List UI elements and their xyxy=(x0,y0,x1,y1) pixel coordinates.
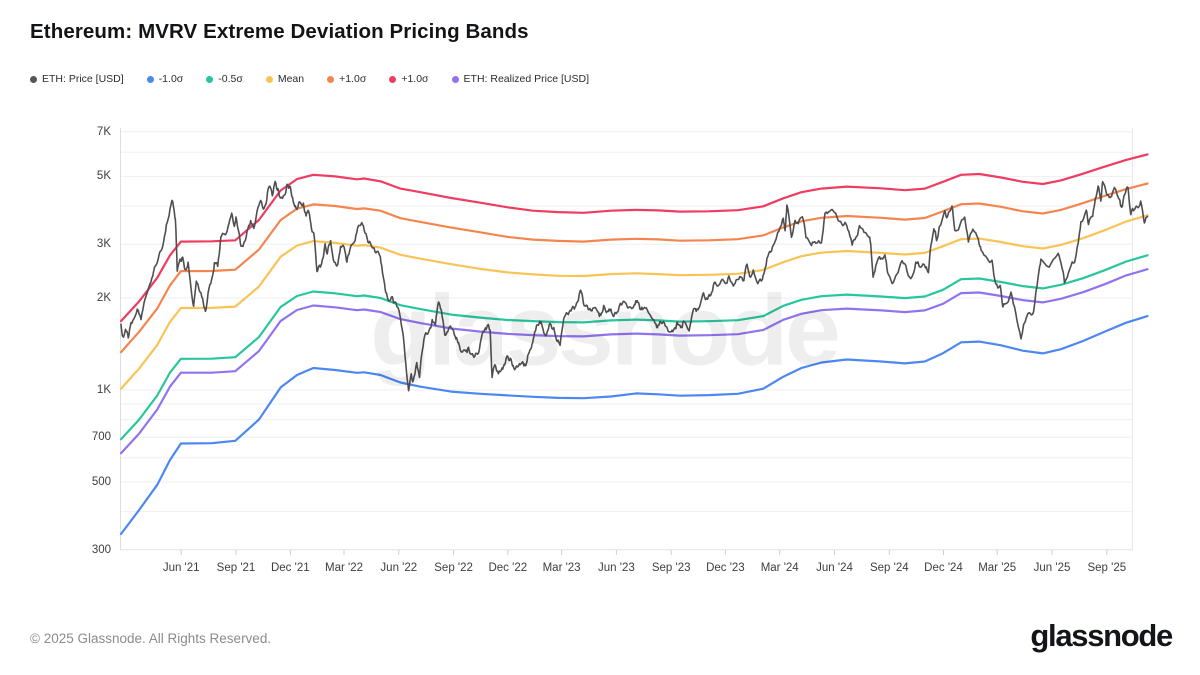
x-axis-label: Jun '21 xyxy=(162,562,200,574)
legend-item-1[interactable]: -1.0σ xyxy=(146,73,184,85)
x-axis-label: Jun '22 xyxy=(380,562,418,574)
x-axis-label: Dec '24 xyxy=(924,562,963,574)
legend-swatch-icon xyxy=(206,75,214,83)
series-line-0 xyxy=(120,180,1149,392)
legend-swatch-icon xyxy=(265,75,273,83)
x-axis-label: Dec '23 xyxy=(706,562,745,574)
x-axis-label: Dec '22 xyxy=(488,562,528,574)
legend-swatch-icon xyxy=(389,75,397,83)
legend-label: Mean xyxy=(277,73,305,85)
x-axis-label: Mar '24 xyxy=(760,562,799,574)
y-axis-label: 2K xyxy=(96,292,111,304)
series-line-5 xyxy=(119,153,1149,323)
y-axis-label: 500 xyxy=(91,476,111,488)
legend-swatch-icon xyxy=(327,75,335,83)
legend-label: -0.5σ xyxy=(218,73,243,85)
legend-item-6[interactable]: ETH: Realized Price [USD] xyxy=(451,73,589,85)
page-title: Ethereum: MVRV Extreme Deviation Pricing… xyxy=(30,20,529,43)
x-axis-label: Sep '21 xyxy=(216,562,256,574)
legend-label: -1.0σ xyxy=(158,73,184,85)
legend-label: +1.0σ xyxy=(401,73,429,85)
x-axis-label: Jun '25 xyxy=(1033,562,1071,574)
x-axis-label: Sep '23 xyxy=(651,562,691,574)
series-line-4 xyxy=(119,182,1149,354)
series-line-6 xyxy=(119,268,1149,455)
legend-item-2[interactable]: -0.5σ xyxy=(206,73,243,85)
x-axis-label: Mar '22 xyxy=(325,562,363,574)
legend-label: ETH: Price [USD] xyxy=(42,73,124,85)
x-axis-label: Jun '23 xyxy=(598,562,635,574)
y-axis-label: 300 xyxy=(91,543,111,556)
legend-swatch-icon xyxy=(451,75,459,83)
y-axis-label: 700 xyxy=(91,431,111,444)
chart-canvas[interactable] xyxy=(0,0,1200,600)
legend-swatch-icon xyxy=(146,75,154,83)
legend-label: ETH: Realized Price [USD] xyxy=(463,73,589,85)
legend-label: +1.0σ xyxy=(339,73,367,85)
series-line-3 xyxy=(119,214,1149,390)
glassnode-logo: glassnode xyxy=(1030,618,1173,653)
y-axis-label: 1K xyxy=(96,384,111,396)
legend-item-0[interactable]: ETH: Price [USD] xyxy=(30,73,124,85)
series-line-1 xyxy=(119,315,1149,536)
chart-plot-area[interactable]: glassnode 7K 5K 3K 2K 1K 700 500 300 Jun '21 Sep … xyxy=(0,0,1200,600)
x-axis-label: Jun '24 xyxy=(816,562,853,574)
legend-swatch-icon xyxy=(30,75,37,83)
y-axis-label: 7K xyxy=(96,125,111,138)
x-axis-label: Mar '25 xyxy=(978,562,1017,574)
x-axis-label: Mar '23 xyxy=(542,562,581,574)
x-axis-label: Sep '24 xyxy=(869,562,909,574)
chart-legend: ETH: Price [USD] -1.0σ -0.5σ Mean +1.0σ +1.0σ… xyxy=(30,73,589,85)
legend-item-3[interactable]: Mean xyxy=(265,73,305,85)
copyright-text: © 2025 Glassnode. All Rights Reserved. xyxy=(30,631,272,646)
x-axis-label: Sep '22 xyxy=(434,562,473,574)
series-line-2 xyxy=(119,254,1149,441)
legend-item-4[interactable]: +1.0σ xyxy=(327,73,366,85)
x-axis-label: Dec '21 xyxy=(270,562,310,574)
y-axis-label: 5K xyxy=(96,170,111,183)
legend-item-5[interactable]: +1.0σ xyxy=(389,73,429,85)
y-axis-label: 3K xyxy=(96,238,111,251)
x-axis-label: Sep '25 xyxy=(1087,562,1127,574)
